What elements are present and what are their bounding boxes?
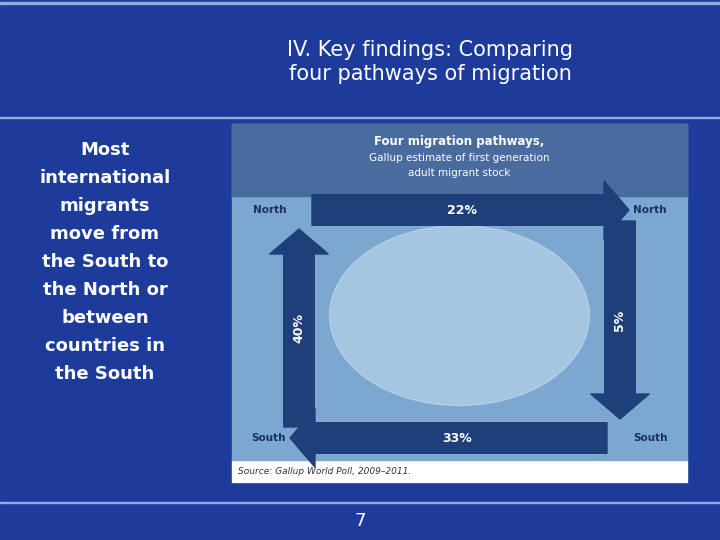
- Text: adult migrant stock: adult migrant stock: [408, 168, 510, 178]
- Text: 22%: 22%: [446, 204, 477, 217]
- Text: countries in: countries in: [45, 337, 165, 355]
- Text: IV. Key findings: Comparing: IV. Key findings: Comparing: [287, 40, 573, 60]
- Text: North: North: [253, 205, 286, 215]
- Text: Four migration pathways,: Four migration pathways,: [374, 136, 545, 148]
- Text: four pathways of migration: four pathways of migration: [289, 64, 572, 84]
- Bar: [0, 2, 720, 4]
- Bar: [0, 502, 720, 503]
- Text: Most: Most: [81, 141, 130, 159]
- Bar: [232, 124, 687, 482]
- Bar: [232, 124, 687, 460]
- Text: Source: Gallup World Poll, 2009–2011.: Source: Gallup World Poll, 2009–2011.: [238, 467, 411, 476]
- Bar: [0, 117, 720, 118]
- Text: the North or: the North or: [42, 281, 167, 299]
- Text: 5%: 5%: [613, 309, 626, 330]
- Text: the South to: the South to: [42, 253, 168, 271]
- Text: 33%: 33%: [443, 431, 472, 444]
- Text: 40%: 40%: [292, 313, 305, 343]
- Bar: [0, 502, 720, 540]
- Bar: [232, 460, 687, 482]
- Text: South: South: [251, 433, 286, 443]
- Text: Gallup estimate of first generation: Gallup estimate of first generation: [369, 153, 550, 163]
- Text: international: international: [40, 169, 171, 187]
- Text: 7: 7: [354, 512, 366, 530]
- Text: move from: move from: [50, 225, 160, 243]
- Text: migrants: migrants: [60, 197, 150, 215]
- Text: between: between: [61, 309, 149, 327]
- Text: the South: the South: [55, 365, 155, 383]
- Text: South: South: [633, 433, 667, 443]
- Text: North: North: [633, 205, 667, 215]
- Ellipse shape: [330, 226, 590, 406]
- Bar: [232, 124, 687, 196]
